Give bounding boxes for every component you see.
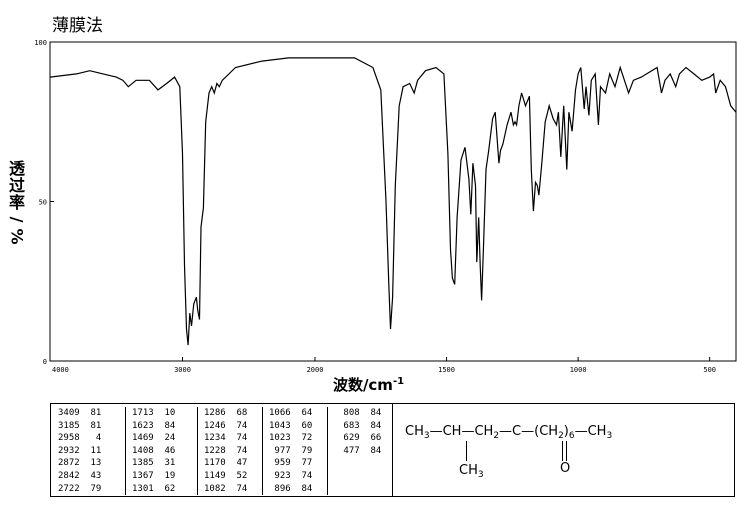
peak-entry: 1149 52 bbox=[204, 470, 248, 481]
peak-entry: 1408 46 bbox=[132, 445, 176, 456]
y-axis-label-char: 率 bbox=[8, 193, 25, 212]
chem-group: —CH3 bbox=[574, 424, 613, 441]
peak-entry: 3409 81 bbox=[58, 408, 102, 418]
peak-entry: 1023 72 bbox=[269, 433, 313, 444]
carbonyl-bond-right bbox=[566, 441, 567, 461]
peak-entry: 1623 84 bbox=[132, 420, 176, 431]
x-tick-label: 4000 bbox=[52, 366, 69, 374]
x-tick-label: 1000 bbox=[570, 366, 587, 374]
y-tick-label: 0 bbox=[43, 358, 47, 366]
peak-entry: 2842 43 bbox=[58, 470, 102, 481]
chem-group: —C—(CH2 bbox=[499, 424, 564, 441]
peak-entry: 1385 31 bbox=[132, 458, 176, 469]
peak-table: 3409 81 3185 81 2958 4 2932 11 2872 13 2842 4… bbox=[50, 403, 393, 497]
peak-entry: 1367 19 bbox=[132, 470, 176, 481]
x-tick-label: 2000 bbox=[307, 366, 324, 374]
y-axis-label: 透 过 率 / % bbox=[6, 160, 28, 245]
peak-entry: 977 79 bbox=[269, 445, 313, 456]
x-axis-label-exponent: -1 bbox=[392, 376, 405, 387]
chem-group: —CH—CH2 bbox=[429, 424, 500, 441]
peak-entry: 1170 47 bbox=[204, 458, 248, 469]
peak-entry: 896 84 bbox=[269, 483, 313, 494]
branch-bond bbox=[466, 441, 467, 461]
chem-group: )6 bbox=[563, 424, 575, 441]
x-tick-label: 1500 bbox=[438, 366, 455, 374]
peak-entry: 1082 74 bbox=[204, 483, 248, 494]
spectrum-line bbox=[49, 57, 737, 346]
peak-entry: 1234 74 bbox=[204, 433, 248, 444]
x-tick-label: 3000 bbox=[174, 366, 191, 374]
peak-entry: 1301 62 bbox=[132, 483, 176, 494]
x-axis-label: 波数/cm-1 bbox=[0, 374, 737, 395]
peak-entry: 1246 74 bbox=[204, 420, 248, 431]
structure-main-chain: CH3—CH—CH2—C—(CH2)6—CH3 bbox=[405, 424, 612, 441]
peak-column: 3409 81 3185 81 2958 4 2932 11 2872 13 2842 4… bbox=[51, 407, 126, 495]
structure-carbonyl-oxygen: O bbox=[560, 461, 571, 476]
x-tick-label: 500 bbox=[703, 366, 716, 374]
x-axis-label-text: 波数/cm bbox=[332, 376, 393, 394]
structure-branch-methyl: CH3 bbox=[459, 463, 484, 480]
peak-entry: 629 66 bbox=[338, 433, 382, 444]
y-axis-label-char: 透 bbox=[8, 159, 25, 178]
peak-column: 1066 64 1043 60 1023 72 977 79 959 77 923 … bbox=[263, 407, 328, 495]
chart-title: 薄膜法 bbox=[52, 16, 103, 36]
peak-entry: 3185 81 bbox=[58, 420, 102, 431]
y-tick-label: 100 bbox=[34, 39, 47, 47]
peak-column: 1286 68 1246 74 1234 74 1228 74 1170 47 1149 … bbox=[198, 407, 263, 495]
plot-frame bbox=[49, 41, 737, 362]
peak-entry: 2958 4 bbox=[58, 433, 102, 444]
carbonyl-bond-left bbox=[562, 441, 563, 461]
peak-entry: 1286 68 bbox=[204, 408, 248, 418]
peak-column: 1713 10 1623 84 1469 24 1408 46 1385 31 1367 … bbox=[126, 407, 198, 495]
peak-entry: 2722 79 bbox=[58, 483, 102, 494]
y-axis-label-char: 过 bbox=[8, 176, 25, 195]
y-tick-label: 50 bbox=[39, 199, 47, 207]
peak-entry: 959 77 bbox=[269, 458, 313, 469]
peak-entry: 923 74 bbox=[269, 470, 313, 481]
peak-entry: 2872 13 bbox=[58, 458, 102, 469]
peak-entry: 1713 10 bbox=[132, 408, 176, 418]
peak-entry: 1228 74 bbox=[204, 445, 248, 456]
chem-group: CH3 bbox=[405, 424, 430, 441]
peak-entry: 683 84 bbox=[338, 420, 382, 431]
peak-entry: 2932 11 bbox=[58, 445, 102, 456]
peak-column: 808 84 683 84 629 66 477 84 bbox=[328, 407, 392, 457]
structure-box: CH3—CH—CH2—C—(CH2)6—CH3 CH3 O bbox=[393, 403, 735, 497]
peak-entry: 1469 24 bbox=[132, 433, 176, 444]
peak-entry: 477 84 bbox=[338, 445, 382, 456]
peak-entry: 1043 60 bbox=[269, 420, 313, 431]
peak-entry: 1066 64 bbox=[269, 408, 313, 418]
peak-entry: 808 84 bbox=[338, 408, 382, 418]
